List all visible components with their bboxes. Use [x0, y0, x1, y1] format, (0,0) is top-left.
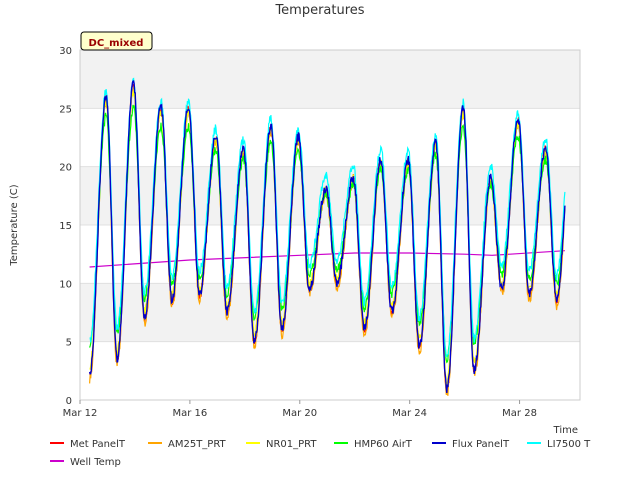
- legend-item: NR01_PRT: [246, 439, 317, 450]
- legend-item: LI7500 T: [527, 439, 591, 450]
- chart-title: Temperatures: [274, 3, 364, 18]
- y-tick-label: 5: [66, 338, 72, 349]
- x-axis-label: Time: [553, 425, 578, 436]
- x-axis-ticks: Mar 12 Mar 16 Mar 20 Mar 24 Mar 28: [63, 400, 537, 419]
- legend-item: Flux PanelT: [432, 439, 510, 450]
- series-line-am25t-prt: [89, 86, 566, 396]
- annotation-label: DC_mixed: [89, 38, 144, 49]
- legend-label: LI7500 T: [547, 439, 591, 450]
- grid-band: [80, 50, 580, 109]
- y-axis-label: Temperature (C): [9, 184, 20, 266]
- legend-item: AM25T_PRT: [148, 439, 227, 450]
- series-line-well-temp: [89, 250, 565, 268]
- y-tick-label: 20: [59, 163, 72, 174]
- legend-label: NR01_PRT: [266, 439, 317, 450]
- y-tick-label: 15: [59, 221, 72, 232]
- legend: Met PanelT AM25T_PRT NR01_PRT HMP60 AirT Flu…: [50, 439, 591, 468]
- y-tick-label: 10: [59, 279, 72, 290]
- x-tick-label: Mar 12: [63, 408, 98, 419]
- series-line-li7500-t: [89, 77, 566, 358]
- y-tick-label: 25: [59, 104, 72, 115]
- y-tick-label: 30: [59, 46, 72, 57]
- legend-label: Flux PanelT: [452, 439, 510, 450]
- y-tick-label: 0: [66, 396, 72, 407]
- series-lines: [88, 77, 566, 396]
- x-tick-label: Mar 16: [172, 408, 207, 419]
- plot-area-border: [79, 49, 581, 401]
- legend-label: Well Temp: [70, 457, 121, 468]
- legend-item: HMP60 AirT: [334, 439, 413, 450]
- legend-item: Met PanelT: [50, 439, 126, 450]
- annotation-badge: DC_mixed: [80, 31, 153, 51]
- legend-label: AM25T_PRT: [168, 439, 227, 450]
- y-axis-ticks: 0 5 10 15 20 25 30: [59, 46, 72, 407]
- grid-band: [80, 283, 580, 342]
- x-tick-label: Mar 24: [392, 408, 427, 419]
- legend-label: HMP60 AirT: [354, 439, 413, 450]
- x-tick-label: Mar 20: [282, 408, 317, 419]
- legend-item: Well Temp: [50, 457, 121, 468]
- series-line-flux-panelt: [88, 80, 566, 393]
- x-tick-label: Mar 28: [502, 408, 537, 419]
- legend-label: Met PanelT: [70, 439, 126, 450]
